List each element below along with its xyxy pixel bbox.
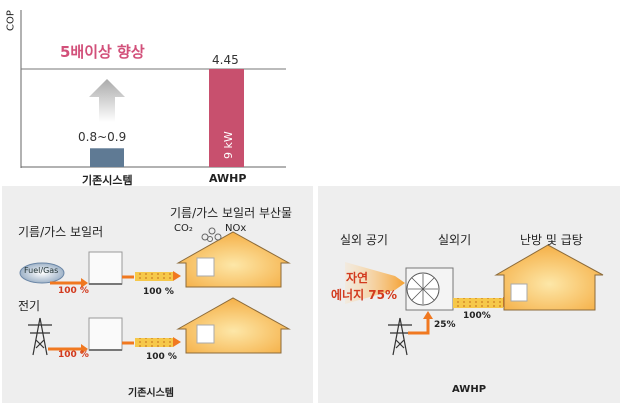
input-pct-1: 100 % xyxy=(58,286,89,296)
house-awhp-window xyxy=(510,283,528,302)
improvement-arrow xyxy=(89,79,125,122)
boiler-box-1 xyxy=(88,251,123,285)
heat-pipe-awhp-head xyxy=(503,297,511,307)
cop-bar-chart: 9 kW xyxy=(20,10,286,168)
bar-legacy-system xyxy=(90,148,124,167)
house-awhp xyxy=(494,244,604,311)
outdoor-unit xyxy=(405,267,454,311)
bar-awhp xyxy=(209,69,244,167)
output-pct-1: 100 % xyxy=(143,287,174,297)
elec-arrow-right xyxy=(408,318,430,335)
elec-pct-right: 25% xyxy=(434,320,456,330)
heat-pipe-2 xyxy=(135,338,173,347)
house-2-window xyxy=(196,324,215,344)
boiler-box-2 xyxy=(88,317,123,351)
heat-pipe-2-head xyxy=(173,337,181,347)
improvement-text: 5배이상 향상 xyxy=(60,43,145,61)
smoke-1 xyxy=(201,233,209,241)
outdoor-unit-label: 실외기 xyxy=(438,233,472,247)
heat-pipe-1 xyxy=(135,272,173,281)
category-label-awhp: AWHP xyxy=(209,172,247,185)
smoke-2 xyxy=(208,227,216,235)
co2-label: CO₂ xyxy=(174,223,193,234)
heat-pipe-awhp xyxy=(453,298,503,308)
house-1-window xyxy=(196,257,215,277)
power-tower-left xyxy=(28,317,52,356)
outdoor-air-label: 실외 공기 xyxy=(340,233,388,247)
electric-label: 전기 xyxy=(18,299,41,313)
fan-grill xyxy=(408,274,438,304)
smoke-3 xyxy=(214,233,222,241)
house-1 xyxy=(176,231,291,288)
output-pct-right: 100% xyxy=(463,311,491,321)
fuel-gas-label: Fuel/Gas xyxy=(24,266,59,275)
power-tower-right xyxy=(388,317,412,356)
output-pct-2: 100 % xyxy=(146,352,177,362)
heating-label: 난방 및 급탕 xyxy=(520,233,583,247)
elec-arrow-right-head xyxy=(423,311,433,319)
heat-pipe-1-head xyxy=(173,271,181,281)
boiler-label: 기름/가스 보일러 xyxy=(18,225,104,239)
house-2 xyxy=(176,297,291,354)
byproduct-label: 기름/가스 보일러 부산물 xyxy=(170,206,293,220)
left-panel-caption: 기존시스템 xyxy=(128,388,174,399)
bar-awhp-inner-label: 9 kW xyxy=(222,131,235,159)
bar-awhp-value-label: 4.45 xyxy=(212,53,239,67)
nox-label: NOx xyxy=(225,223,247,234)
y-axis-label: COP xyxy=(5,10,17,31)
right-panel-caption: AWHP xyxy=(452,384,487,395)
outdoor-unit-fan xyxy=(406,272,440,306)
bar-legacy-value-label: 0.8~0.9 xyxy=(78,130,127,144)
nature-energy-label-line2: 에너지 75% xyxy=(331,288,398,302)
smoke-4 xyxy=(207,236,213,242)
nature-energy-label-line1: 자연 xyxy=(346,271,369,285)
input-pct-2: 100 % xyxy=(58,350,89,360)
category-label-legacy: 기존시스템 xyxy=(82,174,133,187)
